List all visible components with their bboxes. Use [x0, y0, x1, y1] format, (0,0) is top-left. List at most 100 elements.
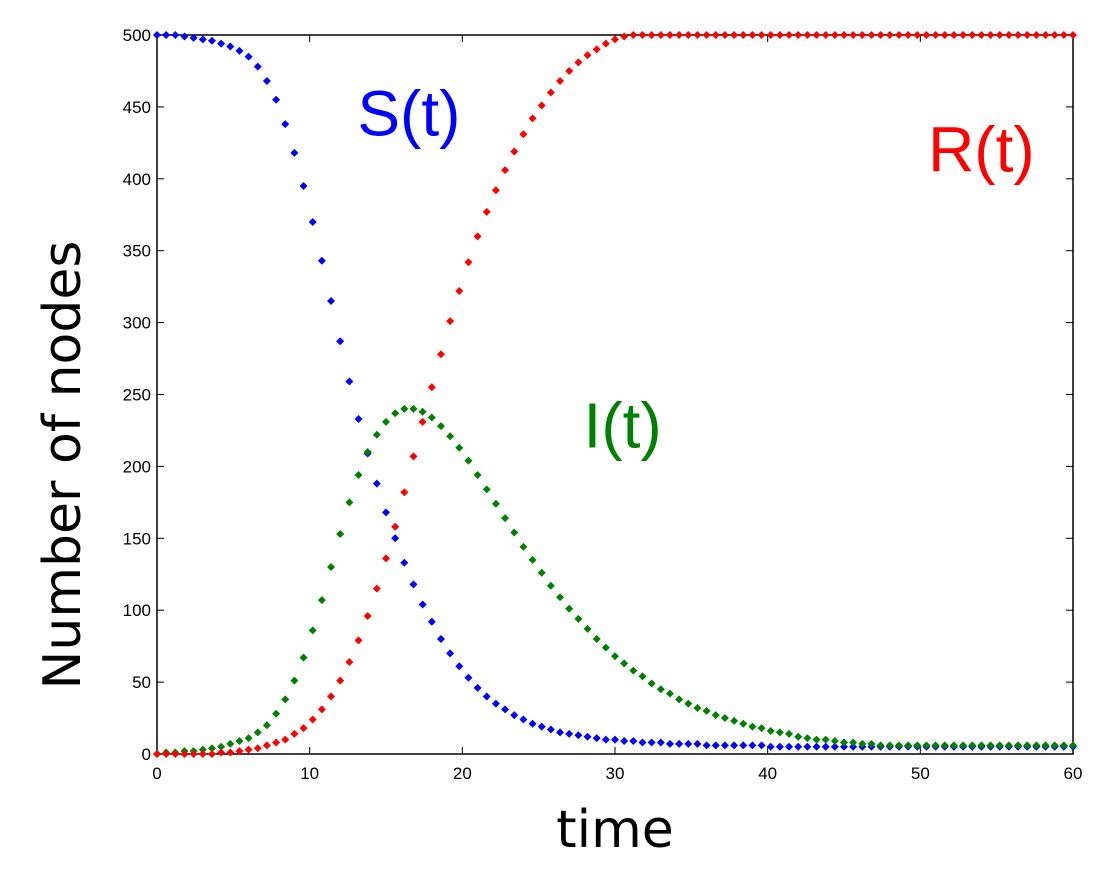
data-point-it — [748, 722, 757, 731]
data-point-it — [720, 714, 729, 723]
data-point-rt — [1069, 31, 1077, 39]
data-point-st — [684, 739, 693, 748]
data-point-st — [546, 725, 555, 734]
data-point-rt — [565, 66, 574, 75]
data-point-rt — [317, 705, 326, 714]
data-point-st — [327, 297, 336, 306]
data-point-st — [757, 741, 766, 750]
data-point-it — [986, 741, 995, 750]
data-point-rt — [290, 729, 299, 738]
data-point-rt — [711, 31, 720, 39]
y-tick-label: 200 — [123, 457, 151, 476]
data-point-rt — [226, 748, 235, 757]
data-point-st — [281, 120, 290, 129]
data-point-rt — [757, 31, 766, 39]
data-points — [153, 31, 1077, 758]
data-point-it — [1004, 741, 1013, 750]
data-point-it — [858, 739, 867, 748]
data-point-st — [849, 742, 858, 751]
data-point-it — [821, 735, 830, 744]
data-point-it — [391, 409, 400, 418]
data-point-it — [711, 711, 720, 720]
series-label-it: I(t) — [584, 390, 662, 462]
data-point-rt — [400, 488, 409, 497]
data-point-st — [491, 699, 500, 708]
data-point-it — [244, 734, 253, 743]
data-point-rt — [894, 31, 903, 39]
series-annotations: S(t) I(t) R(t) — [357, 78, 1034, 462]
data-point-it — [995, 741, 1004, 750]
data-point-rt — [171, 750, 180, 758]
data-point-st — [153, 31, 161, 39]
data-point-st — [198, 35, 207, 44]
data-point-rt — [537, 101, 546, 110]
data-point-rt — [959, 31, 968, 39]
data-point-it — [940, 741, 949, 750]
data-point-it — [592, 634, 601, 643]
data-point-rt — [253, 744, 262, 753]
data-point-rt — [382, 554, 390, 563]
data-point-rt — [180, 750, 189, 758]
data-point-st — [510, 711, 519, 720]
data-point-st — [262, 77, 271, 86]
data-point-it — [830, 737, 839, 746]
data-point-rt — [665, 31, 674, 39]
data-point-rt — [693, 31, 702, 39]
data-point-st — [720, 741, 729, 750]
data-point-it — [226, 739, 235, 748]
data-point-rt — [775, 31, 784, 39]
data-point-rt — [363, 611, 372, 620]
data-point-it — [336, 529, 345, 538]
data-point-st — [638, 738, 647, 747]
data-point-it — [638, 672, 647, 681]
data-point-it — [1059, 741, 1068, 750]
data-point-st — [253, 62, 262, 71]
data-point-it — [272, 709, 281, 718]
series-label-st: S(t) — [357, 78, 460, 150]
data-point-it — [482, 485, 491, 494]
data-point-st — [336, 337, 345, 346]
data-point-rt — [803, 31, 812, 39]
data-point-rt — [968, 31, 977, 39]
data-point-rt — [235, 747, 244, 756]
data-point-rt — [1023, 31, 1032, 39]
data-point-rt — [198, 750, 207, 758]
data-point-it — [968, 741, 977, 750]
data-point-rt — [281, 735, 290, 744]
data-point-rt — [1032, 31, 1041, 39]
data-point-it — [363, 448, 372, 457]
data-point-st — [464, 673, 473, 682]
data-point-it — [372, 430, 381, 439]
data-point-rt — [647, 31, 656, 39]
data-point-st — [501, 705, 510, 714]
data-point-rt — [418, 417, 427, 426]
data-point-rt — [244, 745, 253, 754]
data-point-it — [546, 581, 555, 590]
data-point-st — [803, 742, 812, 751]
data-point-st — [207, 36, 216, 45]
data-point-rt — [354, 636, 363, 645]
data-point-st — [272, 95, 281, 104]
data-point-rt — [849, 31, 858, 39]
data-point-rt — [904, 31, 913, 39]
data-point-rt — [391, 522, 400, 531]
data-point-rt — [427, 383, 436, 392]
data-point-st — [354, 414, 363, 423]
data-point-st — [830, 742, 839, 751]
data-point-it — [775, 728, 784, 737]
data-point-rt — [556, 77, 565, 86]
data-point-it — [556, 593, 565, 602]
data-point-rt — [940, 31, 949, 39]
data-point-it — [207, 744, 216, 753]
data-point-it — [849, 738, 858, 747]
data-point-it — [656, 685, 665, 694]
data-point-st — [748, 741, 757, 750]
data-point-it — [949, 741, 958, 750]
data-point-it — [235, 737, 244, 746]
data-point-st — [455, 662, 464, 671]
data-point-it — [684, 699, 693, 708]
data-point-it — [702, 706, 711, 715]
data-point-it — [904, 741, 913, 750]
data-point-rt — [501, 166, 510, 175]
data-point-st — [473, 683, 482, 692]
